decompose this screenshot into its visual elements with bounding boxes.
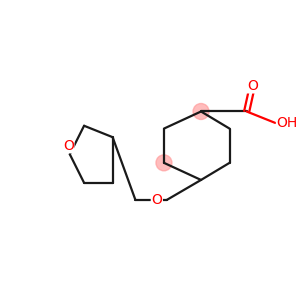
Circle shape	[156, 155, 172, 171]
Text: O: O	[247, 79, 258, 93]
Text: O: O	[152, 193, 162, 207]
Text: OH: OH	[277, 116, 298, 130]
Circle shape	[193, 103, 209, 119]
Text: O: O	[63, 139, 74, 153]
